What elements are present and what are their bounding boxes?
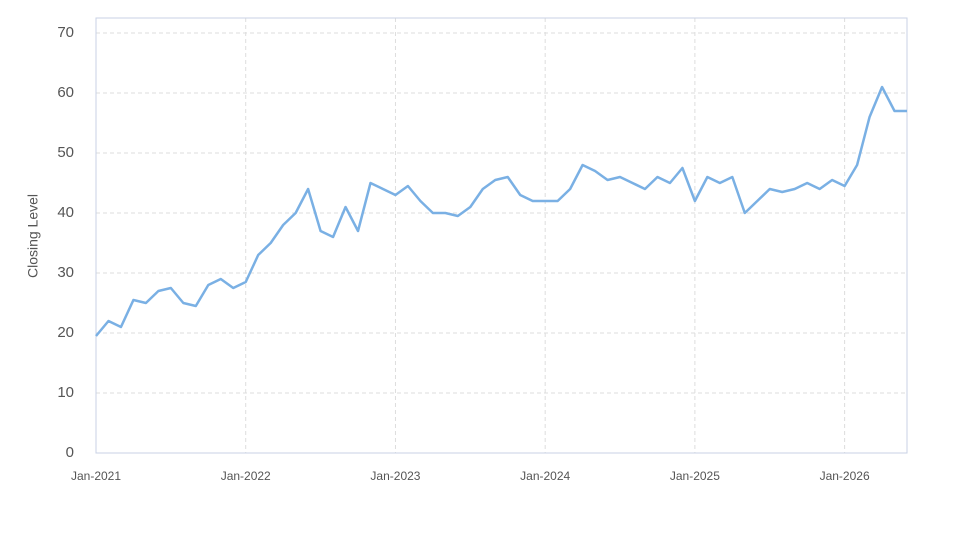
x-tick-label: Jan-2021 bbox=[71, 469, 121, 483]
x-tick-label: Jan-2024 bbox=[520, 469, 570, 483]
y-tick-label: 10 bbox=[57, 384, 74, 401]
data-line bbox=[95, 85, 907, 337]
x-tick-label: Jan-2022 bbox=[221, 469, 271, 483]
y-tick-label: 30 bbox=[57, 264, 74, 281]
y-tick-label: 70 bbox=[57, 24, 74, 41]
x-tick-label: Jan-2026 bbox=[820, 469, 870, 483]
y-tick-label: 40 bbox=[57, 204, 74, 221]
y-tick-label: 60 bbox=[57, 84, 74, 101]
x-tick-label: Jan-2025 bbox=[670, 469, 720, 483]
y-tick-label: 0 bbox=[66, 444, 74, 461]
plot-border bbox=[95, 17, 908, 454]
y-axis-title: Closing Level bbox=[25, 194, 41, 278]
y-tick-label: 50 bbox=[57, 144, 74, 161]
y-tick-label: 20 bbox=[57, 324, 74, 341]
x-tick-label: Jan-2023 bbox=[370, 469, 420, 483]
